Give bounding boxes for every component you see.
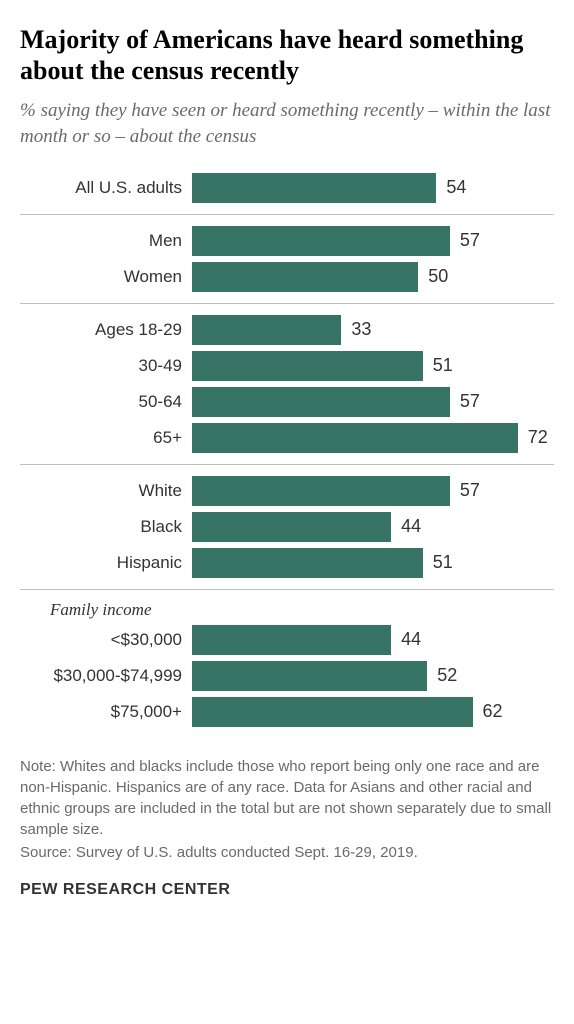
bar-value: 62 bbox=[483, 701, 503, 722]
bar bbox=[192, 315, 341, 345]
bar-area: 51 bbox=[192, 548, 554, 578]
bar-area: 72 bbox=[192, 423, 554, 453]
chart-group: Men 57 Women 50 bbox=[20, 215, 554, 304]
bar-row: Hispanic 51 bbox=[20, 547, 554, 579]
bar-row: Black 44 bbox=[20, 511, 554, 543]
bar-chart: All U.S. adults 54 Men 57 Women 50 Ages 18-29 3… bbox=[20, 172, 554, 738]
bar-area: 54 bbox=[192, 173, 554, 203]
row-label: Hispanic bbox=[20, 553, 192, 573]
bar bbox=[192, 512, 391, 542]
bar-area: 51 bbox=[192, 351, 554, 381]
bar bbox=[192, 697, 473, 727]
bar-row: 50-64 57 bbox=[20, 386, 554, 418]
bar-area: 57 bbox=[192, 387, 554, 417]
bar-value: 44 bbox=[401, 629, 421, 650]
bar-row: Women 50 bbox=[20, 261, 554, 293]
chart-source: Source: Survey of U.S. adults conducted … bbox=[20, 842, 554, 863]
bar-row: 65+ 72 bbox=[20, 422, 554, 454]
bar bbox=[192, 262, 418, 292]
group-heading: Family income bbox=[50, 600, 554, 620]
row-label: All U.S. adults bbox=[20, 178, 192, 198]
bar-area: 44 bbox=[192, 512, 554, 542]
bar-value: 51 bbox=[433, 355, 453, 376]
bar-area: 33 bbox=[192, 315, 554, 345]
bar-value: 72 bbox=[528, 427, 548, 448]
bar-row: All U.S. adults 54 bbox=[20, 172, 554, 204]
row-label: Black bbox=[20, 517, 192, 537]
bar bbox=[192, 548, 423, 578]
row-label: 50-64 bbox=[20, 392, 192, 412]
bar-value: 57 bbox=[460, 391, 480, 412]
row-label: <$30,000 bbox=[20, 630, 192, 650]
chart-group: White 57 Black 44 Hispanic 51 bbox=[20, 465, 554, 590]
bar-value: 57 bbox=[460, 480, 480, 501]
row-label: Women bbox=[20, 267, 192, 287]
bar-row: $75,000+ 62 bbox=[20, 696, 554, 728]
bar-row: Men 57 bbox=[20, 225, 554, 257]
row-label: 30-49 bbox=[20, 356, 192, 376]
bar-area: 57 bbox=[192, 226, 554, 256]
attribution: PEW RESEARCH CENTER bbox=[20, 881, 554, 899]
bar bbox=[192, 387, 450, 417]
row-label: White bbox=[20, 481, 192, 501]
bar bbox=[192, 423, 518, 453]
bar-value: 51 bbox=[433, 552, 453, 573]
bar-row: 30-49 51 bbox=[20, 350, 554, 382]
chart-subtitle: % saying they have seen or heard somethi… bbox=[20, 98, 554, 149]
bar-value: 44 bbox=[401, 516, 421, 537]
chart-note: Note: Whites and blacks include those wh… bbox=[20, 756, 554, 840]
bar-area: 44 bbox=[192, 625, 554, 655]
bar-row: $30,000-$74,999 52 bbox=[20, 660, 554, 692]
row-label: Ages 18-29 bbox=[20, 320, 192, 340]
bar bbox=[192, 476, 450, 506]
bar-value: 57 bbox=[460, 230, 480, 251]
bar bbox=[192, 173, 436, 203]
bar-area: 62 bbox=[192, 697, 554, 727]
bar bbox=[192, 226, 450, 256]
bar-row: White 57 bbox=[20, 475, 554, 507]
bar-value: 54 bbox=[446, 177, 466, 198]
bar-area: 57 bbox=[192, 476, 554, 506]
chart-group: Family income <$30,000 44 $30,000-$74,999 52… bbox=[20, 590, 554, 738]
bar bbox=[192, 661, 427, 691]
bar bbox=[192, 351, 423, 381]
bar-value: 52 bbox=[437, 665, 457, 686]
bar-area: 50 bbox=[192, 262, 554, 292]
bar-value: 33 bbox=[351, 319, 371, 340]
chart-title: Majority of Americans have heard somethi… bbox=[20, 24, 554, 86]
row-label: Men bbox=[20, 231, 192, 251]
chart-group: All U.S. adults 54 bbox=[20, 172, 554, 215]
row-label: $75,000+ bbox=[20, 702, 192, 722]
row-label: $30,000-$74,999 bbox=[20, 666, 192, 686]
bar bbox=[192, 625, 391, 655]
bar-value: 50 bbox=[428, 266, 448, 287]
row-label: 65+ bbox=[20, 428, 192, 448]
bar-row: <$30,000 44 bbox=[20, 624, 554, 656]
bar-area: 52 bbox=[192, 661, 554, 691]
chart-group: Ages 18-29 33 30-49 51 50-64 57 65+ 72 bbox=[20, 304, 554, 465]
bar-row: Ages 18-29 33 bbox=[20, 314, 554, 346]
